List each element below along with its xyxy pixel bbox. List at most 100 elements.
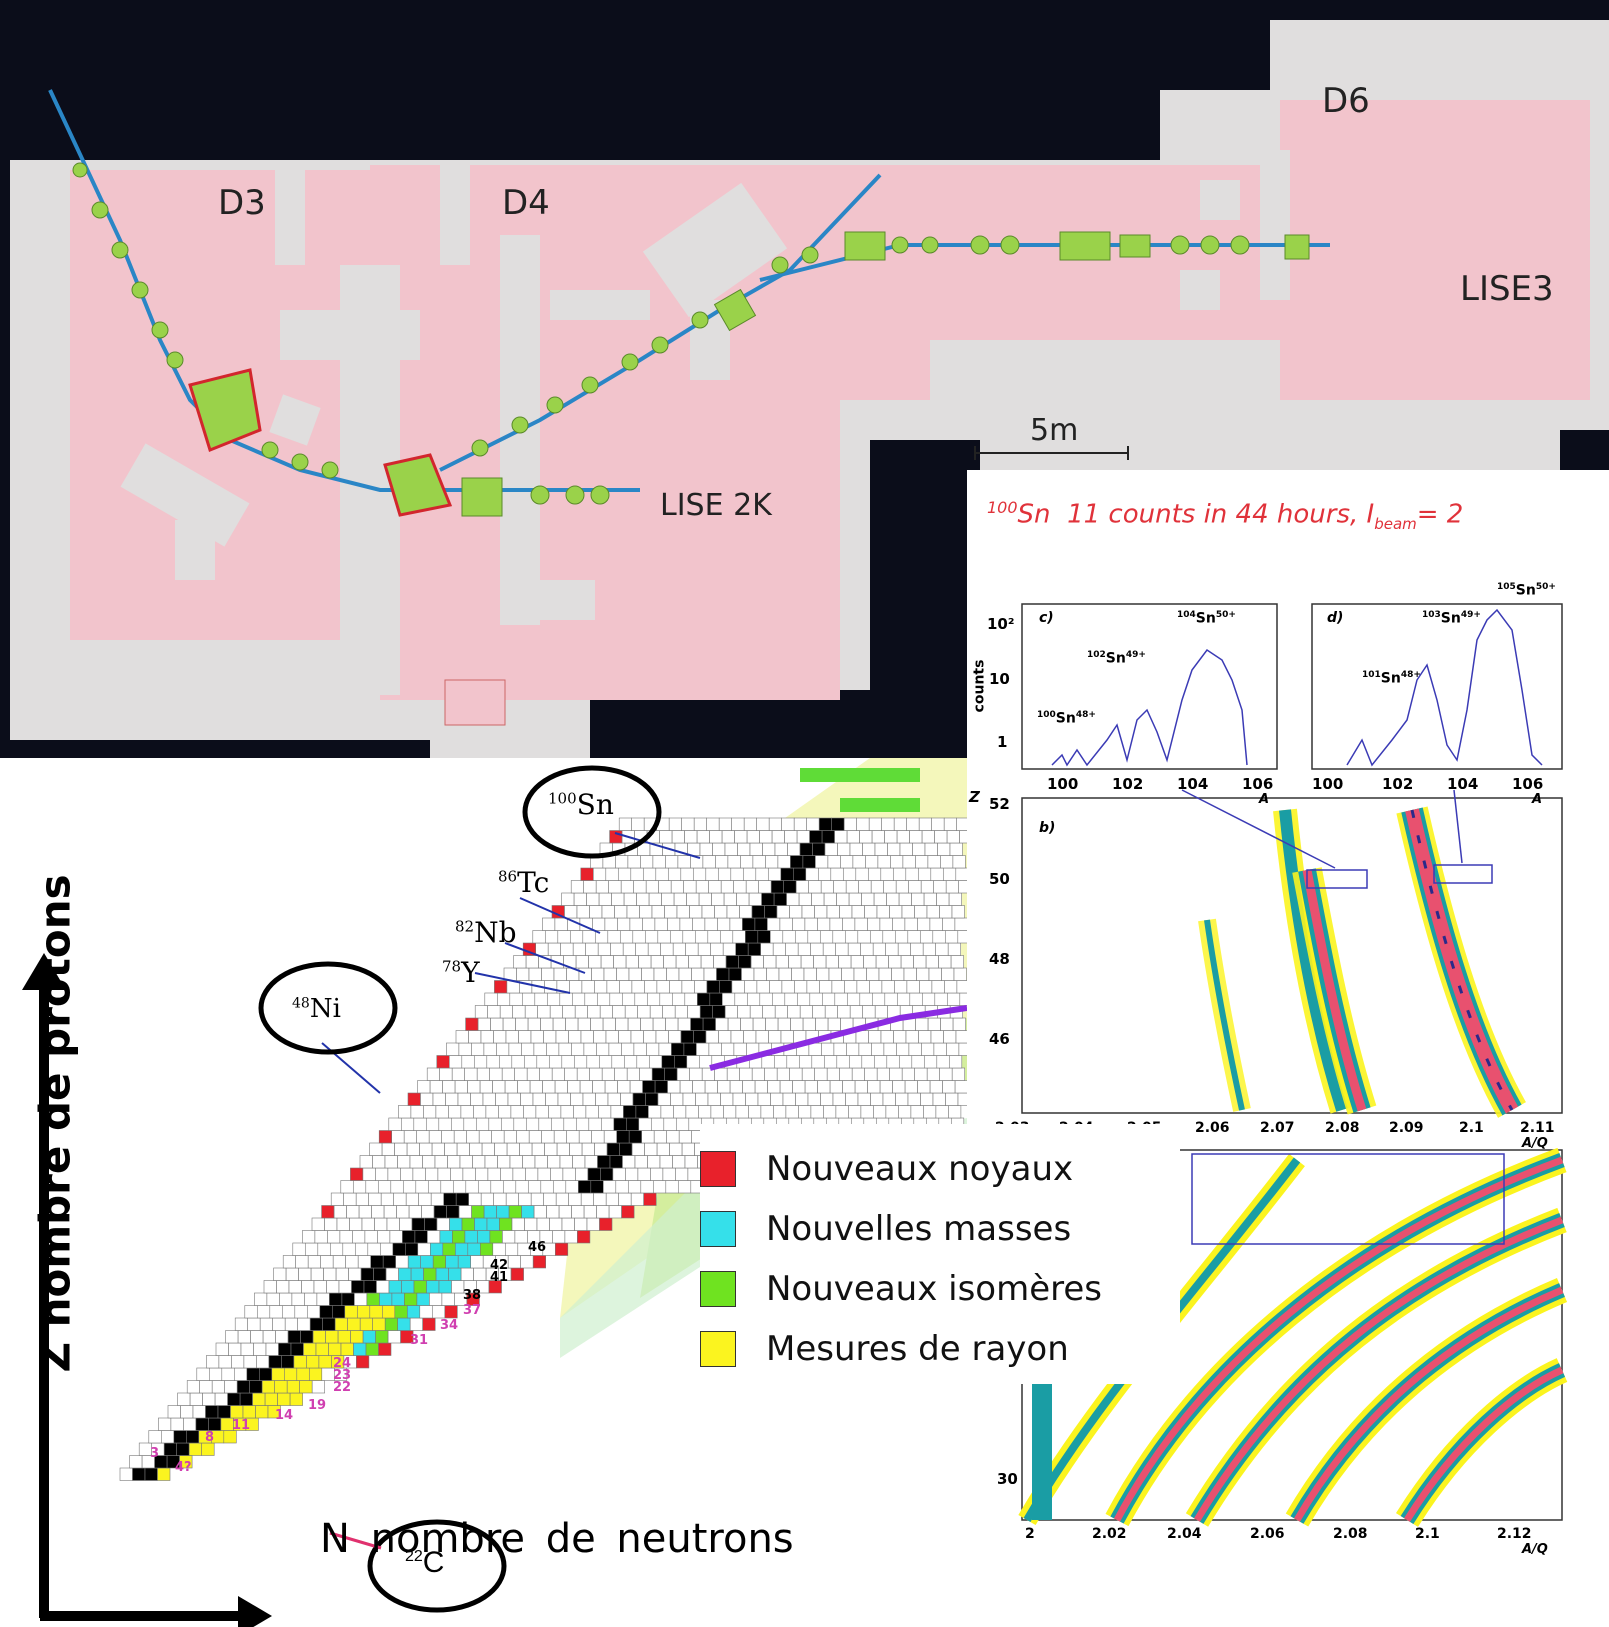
nuclide-cell [914, 905, 928, 919]
nuclide-cell [419, 1305, 433, 1319]
nuclide-cell [856, 817, 870, 831]
nuclide-cell [754, 1080, 768, 1094]
nuclide-cell [815, 855, 829, 869]
nuclide-cell [675, 955, 689, 969]
nuclide-cell [794, 980, 808, 994]
nuclide-cell [385, 1267, 399, 1281]
nuclide-cell [726, 905, 740, 919]
nuclide-cell [574, 1005, 589, 1019]
nuclide-cell [562, 1005, 576, 1019]
magic-24: 24 [333, 1356, 352, 1371]
nuclide-cell [845, 880, 860, 894]
nuclide-cell [811, 1055, 825, 1069]
nuclide-cell [764, 905, 778, 919]
nuclide-cell [718, 817, 733, 831]
nuclide-cell [917, 1080, 931, 1094]
nuclide-cell [397, 1155, 411, 1169]
nuclide-cell [735, 942, 749, 956]
nuclide-cell [630, 1192, 645, 1206]
nuclide-cell [745, 880, 760, 894]
nuclide-cell [273, 1267, 287, 1281]
nuclide-cell [693, 1030, 707, 1044]
nuclide-cell [728, 967, 742, 981]
z-axis-label: Z nombre de protons [30, 874, 80, 1373]
nuclide-cell [715, 855, 729, 869]
nuclide-cell [681, 1142, 695, 1156]
nuclide-cell [543, 1192, 557, 1206]
nuclide-cell [856, 980, 870, 994]
nuclide-cell [429, 1080, 443, 1094]
nuclide-cell [369, 1142, 383, 1156]
nuclide-cell [579, 1080, 593, 1094]
nuclide-cell [429, 1242, 444, 1256]
nuclide-cell [684, 830, 698, 844]
nuclide-cell [848, 892, 862, 906]
nuclide-cell [329, 1242, 344, 1256]
nuclide-cell [894, 980, 908, 994]
nuclide-cell [869, 980, 883, 994]
nuclide-cell [620, 1092, 634, 1106]
nuclide-cell [743, 817, 758, 831]
nuclide-cell [399, 1217, 413, 1231]
nuclide-cell [544, 930, 559, 944]
nuclide-cell [518, 1030, 532, 1044]
panel-d-xlabel: A [1532, 792, 1543, 807]
nuclide-cell [905, 867, 919, 881]
nuclide-cell [846, 992, 861, 1006]
nuclide-cell [353, 1342, 367, 1356]
nuclide-cell [355, 1192, 370, 1206]
nuclide-cell [374, 1217, 388, 1231]
nuclide-cell [266, 1292, 280, 1306]
nuclide-cell [873, 892, 887, 906]
nuclide-cell [832, 1092, 846, 1106]
beamline-floor-plan: D3 D4 D6 LISE3 LISE 2K 5m [0, 0, 1609, 760]
legend-item-new-masses: Nouvelles masses [700, 1204, 1071, 1254]
nuclide-cell [889, 1067, 903, 1081]
nuclide-cell [550, 1167, 564, 1181]
nuclide-cell [842, 1080, 856, 1094]
nuclide-cell [887, 842, 901, 856]
nuclide-cell [370, 1255, 384, 1269]
nuclide-cell [572, 1155, 586, 1169]
nuclide-cell [432, 1255, 447, 1269]
nuclide-cell [585, 1105, 599, 1119]
nuclide-cell [406, 1305, 421, 1319]
magic-11: 11 [232, 1418, 251, 1433]
nuclide-cell [378, 1342, 392, 1356]
nuclide-cell [578, 1130, 593, 1144]
nuclide-cell [719, 930, 734, 944]
nuclide-cell [934, 992, 948, 1006]
nuclide-cell [598, 1105, 612, 1119]
nuclide-cell [684, 1155, 698, 1169]
nuclide-cell [714, 905, 728, 919]
nuclide-cell [249, 1380, 263, 1394]
nuclide-cell [879, 917, 893, 931]
nuclide-cell [641, 1130, 655, 1144]
nuclide-cell [810, 1105, 824, 1119]
nuclide-cell [277, 1392, 291, 1406]
nuclide-cell [600, 1117, 615, 1131]
nuclide-cell [799, 1005, 814, 1019]
nuclide-cell [900, 955, 914, 969]
nuclide-cell [311, 1380, 326, 1394]
nuclide-cell [931, 980, 945, 994]
nuclide-cell [894, 930, 909, 944]
nuclide-cell [928, 967, 942, 981]
nuclide-cell [696, 1042, 710, 1056]
nuclide-cell [923, 1055, 938, 1069]
nuclide-cell [502, 1180, 517, 1194]
nuclide-cell [817, 867, 832, 881]
nuclide-cell [659, 1155, 673, 1169]
nuclide-cell [227, 1392, 241, 1406]
nuclide-cell [439, 1230, 453, 1244]
nuclide-cell [948, 1055, 963, 1069]
nuclide-cell [352, 1180, 367, 1194]
nuclide-cell [470, 1255, 484, 1269]
nuclide-cell [732, 930, 746, 944]
nuclide-cell [616, 967, 630, 981]
nuclide-cell [503, 1130, 518, 1144]
nuclide-cell [538, 1117, 552, 1131]
nuclide-cell [567, 1080, 581, 1094]
nuclide-cell [618, 1030, 632, 1044]
nuclide-cell [525, 1117, 540, 1131]
